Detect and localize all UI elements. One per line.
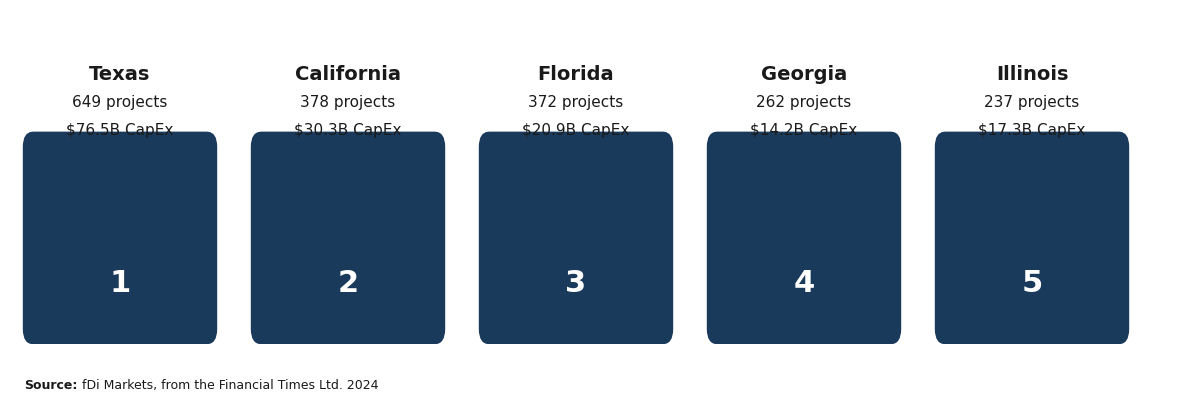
FancyBboxPatch shape (707, 132, 901, 344)
Text: $30.3B CapEx: $30.3B CapEx (294, 123, 402, 138)
FancyBboxPatch shape (251, 132, 445, 344)
Text: 4: 4 (793, 269, 815, 298)
Text: 262 projects: 262 projects (756, 95, 852, 110)
Text: 378 projects: 378 projects (300, 95, 396, 110)
Text: Georgia: Georgia (761, 65, 847, 84)
Text: 5: 5 (1021, 269, 1043, 298)
Text: $14.2B CapEx: $14.2B CapEx (750, 123, 858, 138)
Text: 372 projects: 372 projects (528, 95, 624, 110)
Text: $17.3B CapEx: $17.3B CapEx (978, 123, 1086, 138)
FancyBboxPatch shape (479, 132, 673, 344)
Text: Illinois: Illinois (996, 65, 1068, 84)
FancyBboxPatch shape (935, 132, 1129, 344)
Text: Florida: Florida (538, 65, 614, 84)
Text: fDi Markets, from the Financial Times Ltd. 2024: fDi Markets, from the Financial Times Lt… (78, 379, 378, 392)
Text: California: California (295, 65, 401, 84)
Text: 237 projects: 237 projects (984, 95, 1080, 110)
Text: 2: 2 (337, 269, 359, 298)
Text: 1: 1 (109, 269, 131, 298)
Text: 3: 3 (565, 269, 587, 298)
Text: 649 projects: 649 projects (72, 95, 168, 110)
Text: $76.5B CapEx: $76.5B CapEx (66, 123, 174, 138)
FancyBboxPatch shape (23, 132, 217, 344)
Text: $20.9B CapEx: $20.9B CapEx (522, 123, 630, 138)
Text: Source:: Source: (24, 379, 77, 392)
Text: Texas: Texas (89, 65, 151, 84)
